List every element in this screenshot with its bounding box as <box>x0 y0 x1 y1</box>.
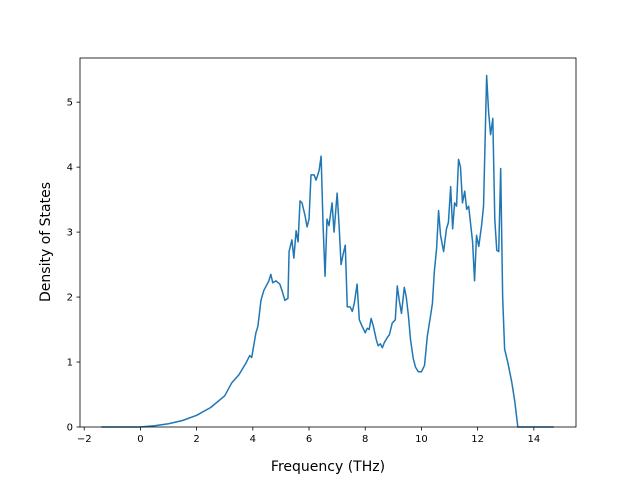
x-tick-label: 10 <box>415 434 428 445</box>
y-tick-label: 4 <box>67 163 73 174</box>
x-tick-label: 0 <box>137 434 143 445</box>
y-tick-label: 3 <box>67 228 73 239</box>
x-tick-label: 4 <box>250 434 256 445</box>
x-axis-label: Frequency (THz) <box>271 459 385 475</box>
y-tick-label: 1 <box>67 358 73 369</box>
x-tick-label: 14 <box>527 434 540 445</box>
y-tick-label: 0 <box>67 423 73 434</box>
y-axis-label: Density of States <box>38 182 54 302</box>
y-tick-label: 5 <box>67 98 73 109</box>
plot-frame <box>79 57 577 428</box>
x-tick-label: 2 <box>193 434 199 445</box>
x-tick-label: 12 <box>471 434 484 445</box>
x-tick-label: −2 <box>77 434 92 445</box>
y-tick-label: 2 <box>67 293 73 304</box>
x-tick-label: 6 <box>306 434 312 445</box>
x-tick-label: 8 <box>362 434 368 445</box>
line <box>101 74 554 428</box>
